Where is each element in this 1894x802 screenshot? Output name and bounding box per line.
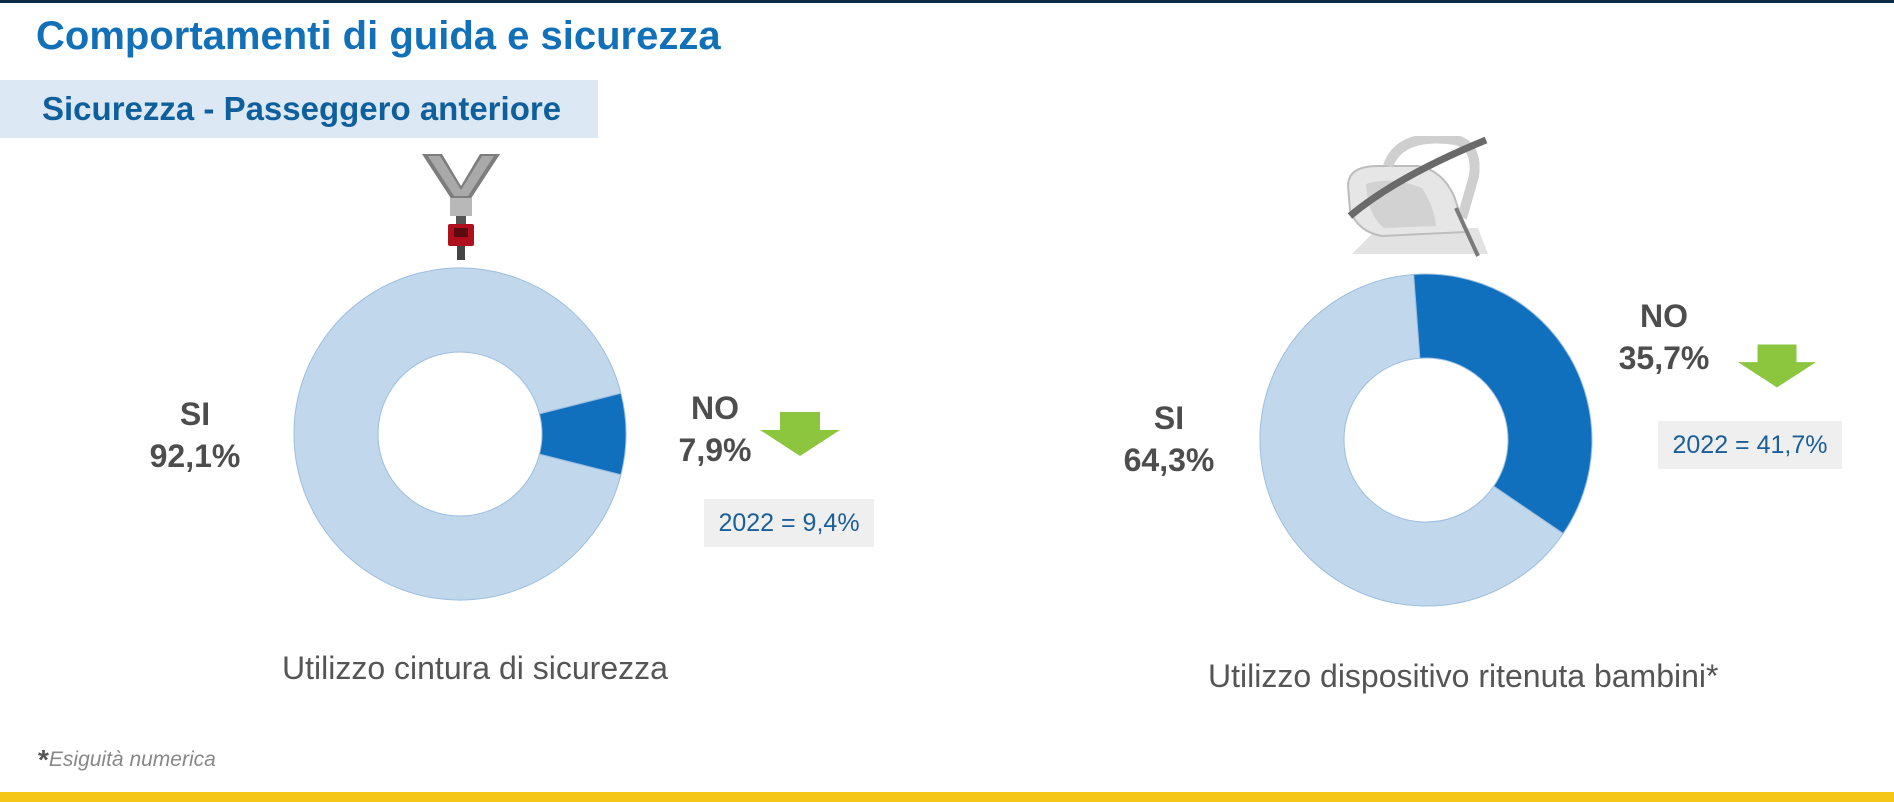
si-value: 64,3%	[1123, 442, 1215, 478]
arrow-down-icon	[760, 412, 840, 456]
no-value: 35,7%	[1618, 340, 1710, 376]
donut-chart-seatbelt	[293, 267, 627, 601]
child-car-seat-icon	[1346, 136, 1488, 257]
no-label: NO 35,7%	[1604, 295, 1724, 379]
top-rule	[0, 0, 1894, 3]
no-label-text: NO	[691, 390, 739, 426]
donut-slices	[293, 267, 627, 601]
no-value: 7,9%	[678, 432, 752, 468]
no-label-text: NO	[1640, 298, 1688, 334]
chart-caption: Utilizzo cintura di sicurezza	[282, 650, 668, 686]
donut-slice-si	[293, 267, 622, 601]
no-label: NO 7,9%	[660, 387, 770, 471]
comparison-2022-box: 2022 = 9,4%	[704, 499, 874, 547]
si-label: SI 64,3%	[1104, 397, 1234, 481]
si-label-text: SI	[1153, 400, 1185, 436]
si-label: SI 92,1%	[130, 393, 260, 477]
footnote: *Esiguità numerica	[38, 744, 216, 776]
subtitle-banner: Sicurezza - Passeggero anteriore	[0, 80, 598, 138]
si-label-text: SI	[179, 396, 211, 432]
page-title: Comportamenti di guida e sicurezza	[36, 14, 721, 58]
donut-slice-no	[538, 392, 627, 476]
donut-slice-si	[1259, 273, 1564, 607]
si-value: 92,1%	[149, 438, 241, 474]
donut-chart-child-seat	[1259, 273, 1593, 607]
chart-caption: Utilizzo dispositivo ritenuta bambini*	[1208, 658, 1719, 694]
footnote-mark: *	[38, 744, 49, 775]
footnote-text: Esiguità numerica	[48, 748, 216, 771]
donut-slice-no	[1413, 273, 1593, 535]
seatbelt-icon	[422, 154, 500, 260]
comparison-2022-box: 2022 = 41,7%	[1658, 421, 1842, 469]
bottom-accent-bar	[0, 792, 1894, 802]
page-subtitle: Sicurezza - Passeggero anteriore	[42, 90, 562, 127]
donut-slices	[1259, 273, 1593, 607]
arrow-down-icon	[1738, 344, 1816, 388]
